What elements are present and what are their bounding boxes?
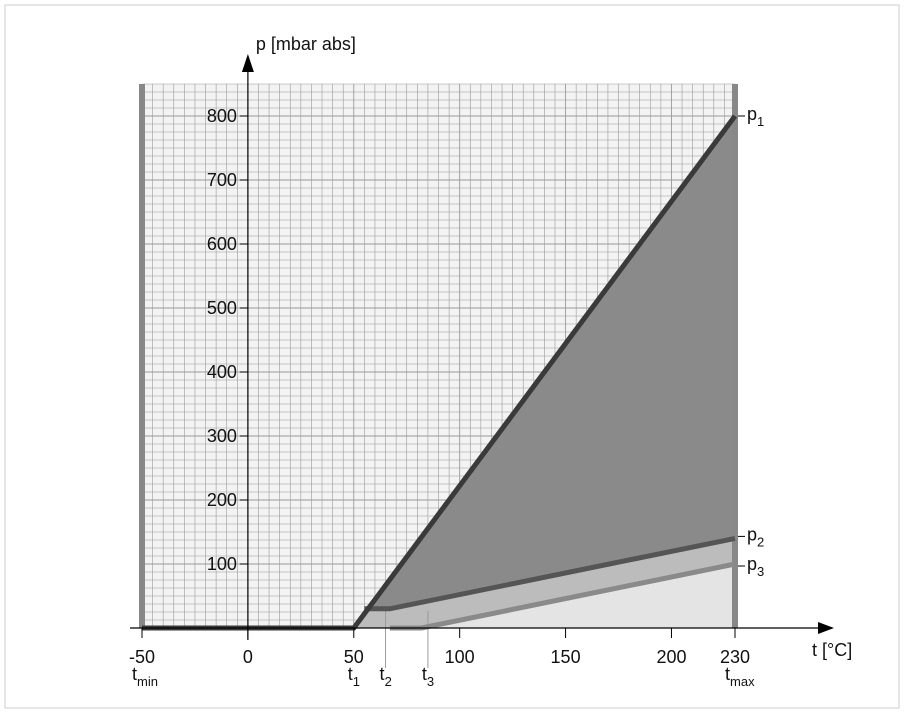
x-tick-label: 230 — [720, 647, 750, 667]
y-tick-label: 200 — [207, 490, 237, 510]
y-tick-label: 400 — [207, 362, 237, 382]
y-axis-title: p [mbar abs] — [256, 34, 356, 54]
chart-frame — [4, 4, 900, 709]
y-tick-label: 300 — [207, 426, 237, 446]
x-tick-label: 200 — [656, 647, 686, 667]
y-tick-label: 500 — [207, 298, 237, 318]
marker-label-tmax: tmax — [725, 664, 755, 689]
y-tick-label: 700 — [207, 170, 237, 190]
x-tick-label: -50 — [129, 647, 155, 667]
marker-label-tmin: tmin — [132, 664, 158, 689]
range-edge-bars — [139, 84, 738, 628]
tmax-edge-bar — [732, 84, 738, 628]
series-label-p3: p3 — [747, 554, 764, 579]
series-label-p2: p2 — [747, 524, 764, 549]
x-axis-title: t [°C] — [812, 640, 852, 660]
marker-label-t1: t1 — [348, 664, 360, 689]
tmin-edge-bar — [139, 84, 145, 628]
axes — [130, 54, 834, 640]
x-tick-label: 100 — [445, 647, 475, 667]
y-tick-label: 100 — [207, 554, 237, 574]
y-tick-label: 800 — [207, 106, 237, 126]
x-tick-label: 150 — [551, 647, 581, 667]
marker-label-t2: t2 — [380, 664, 392, 689]
y-axis-arrow — [241, 54, 254, 72]
series-label-p1: p1 — [747, 104, 764, 129]
x-axis-arrow — [818, 622, 834, 634]
x-tick-label: 50 — [344, 647, 364, 667]
series-line-p2 — [364, 535, 736, 612]
labels: 100 200 300 400 500 600 700 800 -50 0 50 100 150 200 2… — [129, 34, 852, 689]
y-tick-label: 600 — [207, 234, 237, 254]
marker-label-t3: t3 — [422, 664, 434, 689]
x-tick-label: 0 — [243, 647, 253, 667]
